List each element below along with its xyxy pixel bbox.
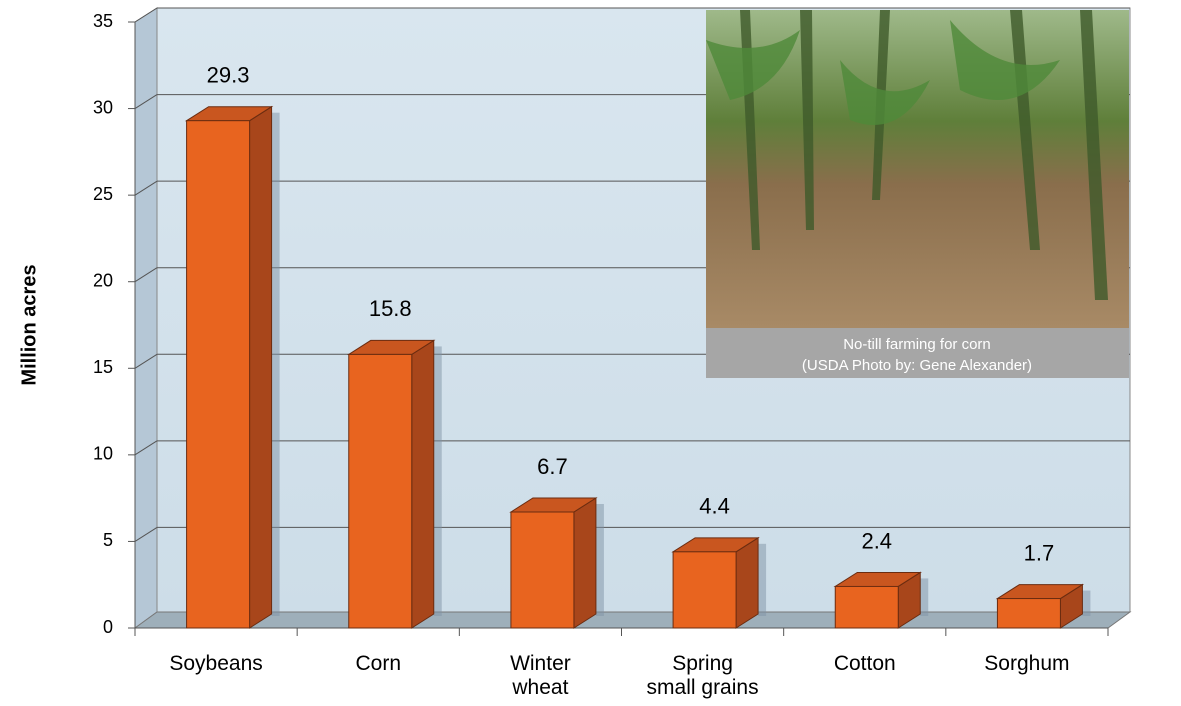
y-tick-label: 10 — [93, 444, 113, 464]
x-tick-label: Cotton — [833, 652, 896, 675]
value-label: 1.7 — [1024, 540, 1055, 565]
x-tick-label: Spring small grains — [646, 652, 759, 699]
bar-shadow — [920, 578, 929, 616]
x-tick-label: Winter wheat — [510, 652, 571, 699]
value-label: 6.7 — [537, 454, 568, 479]
x-tick-label: Soybeans — [169, 652, 263, 675]
bar-shadow — [271, 112, 280, 616]
y-tick-label: 5 — [103, 530, 113, 550]
bar-shadow — [758, 543, 767, 616]
y-tick-label: 20 — [93, 270, 113, 290]
y-tick-label: 0 — [103, 617, 113, 637]
photo-credit: (USDA Photo by: Gene Alexander) — [802, 357, 1032, 374]
x-tick-label: Corn — [355, 652, 402, 675]
bar-shadow — [433, 346, 442, 616]
side-grid-line — [134, 180, 158, 196]
side-grid-line — [134, 440, 158, 456]
floor — [133, 611, 1132, 629]
side-grid-line — [134, 94, 158, 109]
side-grid-line — [134, 527, 158, 542]
side-grid-line — [134, 267, 158, 283]
bar — [186, 120, 251, 629]
bar-side — [573, 497, 597, 629]
bar-shadow — [595, 503, 604, 616]
value-label: 2.4 — [861, 528, 892, 553]
photo: No-till farming for corn (USDA Photo by:… — [706, 10, 1129, 378]
bar-side — [735, 536, 759, 629]
x-tick-label: Sorghum — [984, 652, 1070, 675]
bar — [510, 511, 575, 629]
bar-shadow — [1082, 590, 1091, 616]
value-label: 29.3 — [207, 63, 250, 88]
value-label: 15.8 — [369, 296, 412, 321]
side-grid-line — [134, 353, 158, 369]
y-tick-label: 30 — [93, 97, 113, 117]
bar — [996, 598, 1061, 629]
bar-side — [249, 105, 273, 629]
y-tick-label: 15 — [93, 357, 113, 377]
value-label: 4.4 — [699, 494, 730, 519]
photo-leaves — [706, 20, 1060, 125]
side-grid-line — [134, 7, 158, 23]
y-tick-label: 25 — [93, 184, 113, 204]
bar-side — [411, 339, 435, 629]
photo-caption: No-till farming for corn — [843, 336, 991, 353]
bar — [834, 585, 899, 629]
y-axis-label: Million acres — [18, 264, 40, 385]
y-tick-label: 35 — [93, 11, 113, 31]
bar — [672, 551, 737, 629]
photo-caption-box — [706, 328, 1129, 378]
bar — [348, 353, 413, 629]
